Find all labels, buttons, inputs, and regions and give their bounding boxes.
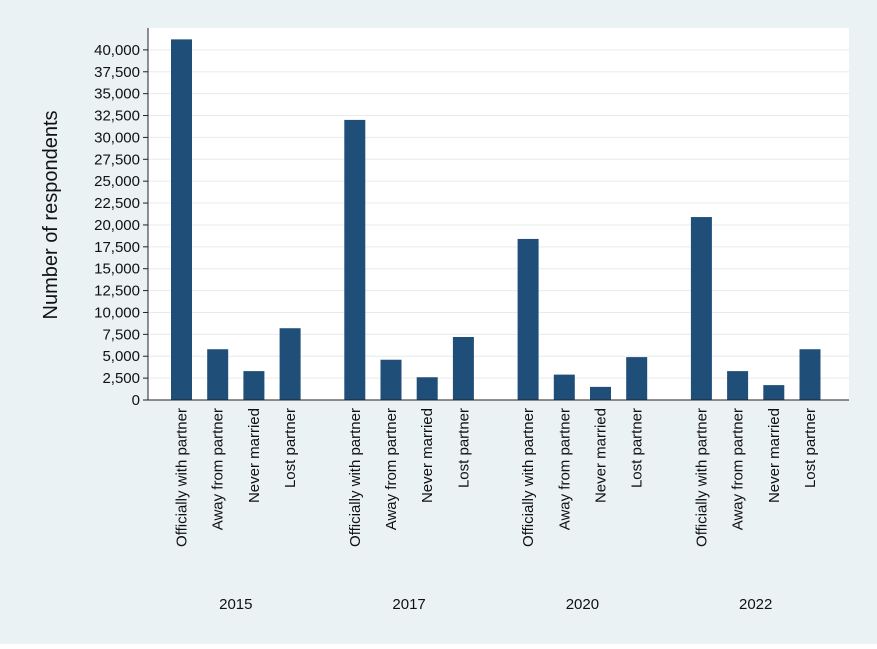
bar [517,238,539,400]
y-tick-label: 37,500 [94,64,140,81]
bar [799,349,821,400]
bar [590,386,611,400]
group-label: 2020 [566,596,599,613]
bar [763,385,785,400]
bar [344,119,366,400]
x-tick-label: Officially with partner [174,408,191,547]
y-tick-label: 30,000 [94,129,140,146]
y-tick-label: 20,000 [94,217,140,234]
x-tick-label: Never married [419,408,436,503]
y-tick-label: 10,000 [94,304,140,321]
y-tick-label: 17,500 [94,239,140,256]
y-tick-label: 5,000 [102,348,140,365]
y-tick-label: 40,000 [94,42,140,59]
x-tick-label: Never married [593,408,610,503]
x-tick-label: Lost partner [802,408,819,488]
x-tick-label: Officially with partner [693,408,710,547]
x-tick-labels: Officially with partner Away from partner… [174,408,820,547]
bar [727,371,749,400]
group-labels: 2015 2017 2020 2022 [219,596,772,613]
plot-area [148,28,849,400]
x-tick-label: Officially with partner [520,408,537,547]
y-tick-label: 25,000 [94,173,140,190]
y-ticks: 0 2,500 5,000 7,500 10,000 12,500 15,000 17,500… [94,42,148,409]
x-tick-label: Away from partner [556,408,573,530]
y-tick-label: 22,500 [94,195,140,212]
bars [171,39,821,401]
y-tick-label: 27,500 [94,151,140,168]
y-tick-label: 15,000 [94,261,140,278]
x-tick-label: Lost partner [282,408,299,488]
y-tick-label: 35,000 [94,86,140,103]
group-label: 2017 [392,596,425,613]
bar [243,371,265,400]
y-tick-label: 0 [132,392,140,409]
y-tick-label: 12,500 [94,283,140,300]
group-label: 2015 [219,596,252,613]
x-tick-label: Never married [246,408,263,503]
bar [416,377,438,400]
bar [553,374,575,400]
y-tick-label: 32,500 [94,108,140,125]
group-label: 2022 [739,596,772,613]
x-tick-label: Away from partner [210,408,227,530]
bar [380,359,402,400]
gridlines [148,49,849,379]
x-tick-label: Officially with partner [347,408,364,547]
bar [207,349,229,400]
bar [279,328,301,400]
bar [171,39,192,401]
bar [690,217,712,400]
bar [452,336,474,400]
x-tick-label: Away from partner [730,408,747,530]
x-tick-label: Lost partner [455,408,472,488]
x-tick-label: Lost partner [629,408,646,488]
x-tick-label: Away from partner [383,408,400,530]
y-tick-label: 2,500 [102,370,140,387]
y-axis-label: Number of respondents [40,110,62,319]
y-tick-label: 7,500 [102,326,140,343]
x-tick-label: Never married [766,408,783,503]
bar [626,357,648,400]
